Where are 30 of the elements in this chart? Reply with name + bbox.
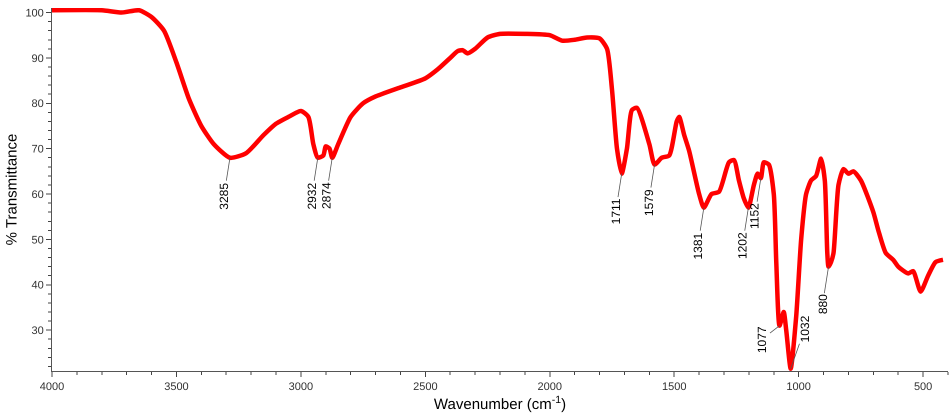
annotation: 1711 (609, 198, 624, 224)
annotation: 1579 (642, 189, 656, 216)
annotation: 880 (816, 294, 830, 314)
x-tick-label: 4000 (40, 381, 64, 394)
x-tick-label: 3000 (288, 381, 314, 394)
x-tick-label: 2000 (538, 381, 562, 394)
annotation: 1077 (754, 326, 769, 354)
annotation: 1032 (798, 315, 812, 342)
annotation: 3285 (217, 182, 232, 210)
y-tick-label: 50 (32, 234, 44, 246)
y-tick-label: 100 (25, 7, 44, 20)
annotation: 1381 (691, 232, 706, 260)
x-axis-title: Wavenumber (cm$^{-1}$) (434, 394, 566, 414)
annotation: 1152 (748, 202, 762, 229)
x-tick-label: 2500 (413, 381, 438, 394)
annotation: 2932 (305, 182, 320, 210)
y-tick-label: 70 (32, 144, 44, 156)
y-tick-label: 30 (32, 325, 44, 338)
x-tick-label: 500 (914, 381, 932, 394)
x-tick-label: 1500 (662, 381, 686, 394)
y-tick-label: 90 (32, 52, 44, 65)
annotation: 1202 (736, 232, 750, 260)
x-tick-label: 3500 (164, 381, 189, 394)
y-tick-label: 60 (32, 188, 44, 201)
y-axis-title: % Transmittance (4, 134, 21, 246)
y-tick-label: 80 (32, 98, 44, 110)
annotation: 2874 (320, 182, 334, 209)
line-series (52, 8, 946, 371)
y-tick-label: 40 (32, 280, 44, 292)
x-tick-label: 1000 (786, 381, 811, 394)
